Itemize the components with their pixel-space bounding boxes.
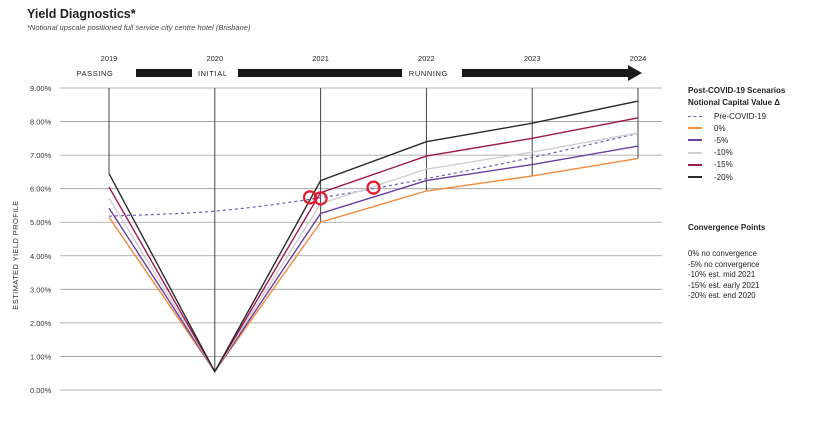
timeline-bar	[136, 69, 192, 77]
legend-label: -5%	[714, 135, 729, 145]
convergence-markers	[302, 180, 381, 206]
convergence-item: 0% no convergence	[688, 249, 757, 258]
series-line-minus15pct	[108, 117, 639, 373]
legend-item: 0%	[688, 122, 766, 134]
convergence-list: 0% no convergence -5% no convergence -10% …	[688, 249, 760, 302]
x-tick-label: 2020	[206, 54, 223, 63]
convergence-item: -20% est. end 2020	[688, 291, 756, 301]
timeline-bar	[462, 69, 628, 77]
x-tick-label: 2024	[630, 54, 647, 63]
series-line-minus5pct	[108, 145, 639, 373]
y-tick-label: 9.00%	[30, 84, 52, 93]
axis-labels: 0.00% 1.00% 2.00% 3.00% 4.00% 5.00% 6.00% 7.00%…	[11, 54, 646, 395]
x-tick-label: 2021	[312, 54, 329, 63]
legend-swatch	[688, 151, 702, 154]
phase-label: INITIAL	[198, 69, 228, 78]
chart-subtitle: *Notional upscale positioned full servic…	[27, 23, 251, 32]
legend-swatch	[688, 176, 702, 179]
y-tick-label: 8.00%	[30, 118, 52, 127]
y-tick-label: 3.00%	[30, 285, 52, 294]
x-tick-label: 2019	[101, 54, 118, 63]
legend: Pre-COVID-19 0% -5% -10% -15% -20%	[688, 110, 766, 183]
legend-item: -20%	[688, 171, 766, 183]
convergence-marker	[313, 191, 328, 206]
legend-swatch	[688, 139, 702, 142]
legend-item: -15%	[688, 159, 766, 171]
y-axis-label: ESTIMATED YIELD PROFILE	[11, 200, 20, 309]
chart-title: Yield Diagnostics*	[27, 7, 136, 21]
legend-swatch	[688, 127, 702, 130]
y-tick-label: 6.00%	[30, 185, 52, 194]
timeline-bar	[238, 69, 402, 77]
series-line-pre-covid	[108, 132, 639, 217]
legend-item: -10%	[688, 147, 766, 159]
convergence-title: Convergence Points	[688, 223, 766, 232]
timeline-arrow-head	[628, 65, 642, 81]
y-tick-label: 2.00%	[30, 319, 52, 328]
legend-title: Post-COVID-19 Scenarios Notional Capital…	[688, 86, 786, 107]
convergence-item: -15% est. early 2021	[688, 280, 760, 290]
legend-swatch	[688, 163, 702, 166]
series-line-minus20pct	[108, 100, 639, 374]
convergence-marker	[302, 190, 318, 205]
series-line-0pct	[108, 157, 639, 373]
y-tick-label: 1.00%	[30, 352, 52, 361]
legend-label: -15%	[714, 160, 733, 170]
y-tick-label: 5.00%	[30, 218, 52, 227]
convergence-item: -5% no convergence	[688, 259, 760, 269]
legend-label: -20%	[714, 172, 733, 182]
y-tick-label: 4.00%	[30, 252, 52, 261]
x-tick-label: 2023	[524, 54, 541, 63]
convergence-item: -10% est. mid 2021	[688, 270, 756, 280]
legend-swatch	[688, 115, 702, 117]
legend-item: Pre-COVID-19	[688, 110, 766, 122]
legend-item: -5%	[688, 134, 766, 146]
phase-label: PASSING	[77, 69, 114, 78]
convergence-marker	[366, 180, 381, 195]
timeline-layer: PASSING INITIAL RUNNING	[77, 65, 642, 81]
series-layer	[108, 100, 639, 374]
y-tick-label: 7.00%	[30, 151, 52, 160]
grid-layer	[60, 87, 662, 391]
legend-label: 0%	[714, 123, 726, 133]
x-tick-label: 2022	[418, 54, 435, 63]
y-tick-label: 0.00%	[30, 386, 52, 395]
legend-label: -10%	[714, 148, 733, 158]
legend-label: Pre-COVID-19	[714, 111, 767, 121]
series-line-minus10pct	[108, 132, 639, 373]
phase-label: RUNNING	[409, 69, 448, 78]
